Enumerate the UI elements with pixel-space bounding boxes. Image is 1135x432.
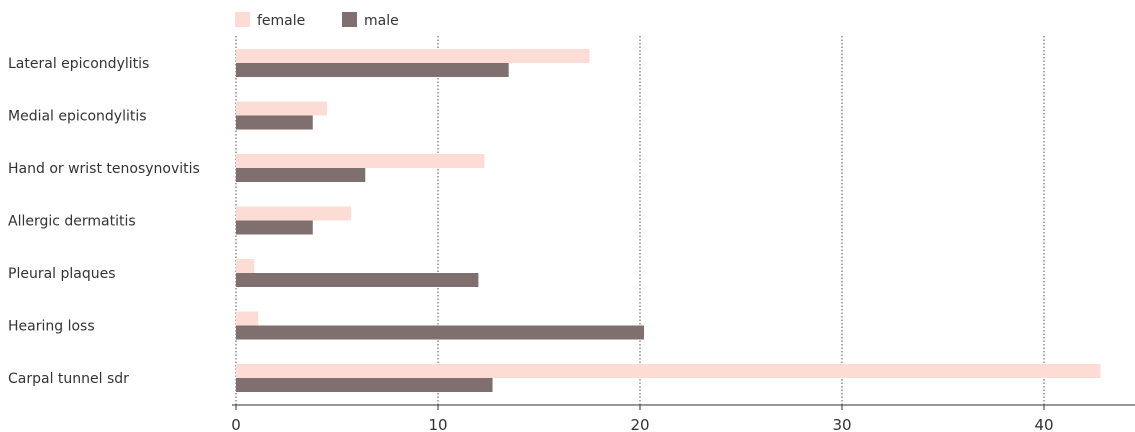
bar-female-5 <box>236 311 259 326</box>
bar-male-3 <box>236 220 313 235</box>
bar-male-0 <box>236 63 509 77</box>
x-tick-label: 20 <box>630 416 649 432</box>
legend-swatch-female <box>235 12 250 27</box>
category-label: Hearing loss <box>8 319 95 335</box>
x-axis: 0 10 20 30 40 <box>231 404 1135 432</box>
bar-female-6 <box>236 364 1101 378</box>
legend: female male <box>235 12 399 29</box>
category-label: Hand or wrist tenosynovitis <box>8 161 200 177</box>
x-tick-label: 0 <box>231 416 241 432</box>
bar-female-0 <box>236 49 590 63</box>
legend-swatch-male <box>342 12 357 27</box>
x-tick-label: 30 <box>832 416 851 432</box>
bars <box>236 49 1101 392</box>
category-label: Medial epicondylitis <box>8 109 147 125</box>
bar-male-1 <box>236 115 313 130</box>
bar-female-4 <box>236 259 255 273</box>
category-label: Allergic dermatitis <box>8 214 136 230</box>
legend-label-female: female <box>257 13 305 29</box>
bar-male-5 <box>236 325 645 340</box>
x-tick-label: 40 <box>1034 416 1053 432</box>
bar-female-2 <box>236 154 485 168</box>
bar-male-6 <box>236 378 493 392</box>
category-label: Carpal tunnel sdr <box>8 371 129 387</box>
category-label: Pleural plaques <box>8 266 116 282</box>
bar-male-4 <box>236 273 479 287</box>
bar-male-2 <box>236 168 366 182</box>
category-labels: Lateral epicondylitis Medial epicondyliti… <box>8 56 200 387</box>
legend-label-male: male <box>364 13 399 29</box>
x-tick-label: 10 <box>428 416 447 432</box>
bar-female-1 <box>236 101 327 116</box>
category-label: Lateral epicondylitis <box>8 56 149 72</box>
bar-female-3 <box>236 206 352 221</box>
grid-lines <box>235 36 1045 405</box>
